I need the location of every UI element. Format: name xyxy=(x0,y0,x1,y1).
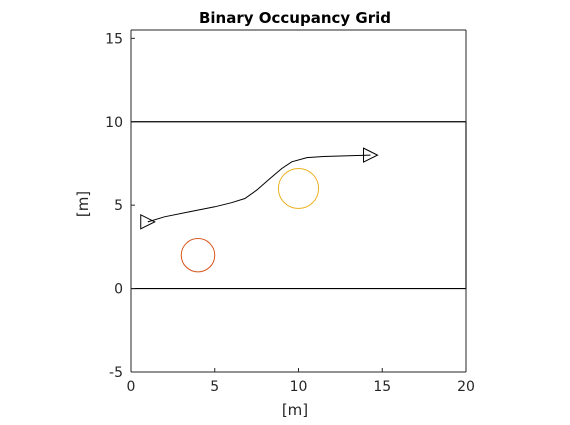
trajectory-line xyxy=(147,154,371,223)
plot-area xyxy=(131,121,467,290)
y-tick-label: 10 xyxy=(105,115,123,131)
y-tick-label: 15 xyxy=(105,31,123,47)
x-tick-label: 15 xyxy=(373,379,391,395)
y-tick-label: 0 xyxy=(114,282,123,298)
chart-title: Binary Occupancy Grid xyxy=(199,9,391,27)
obstacle-circle-2 xyxy=(277,167,320,210)
y-axis-label: [m] xyxy=(74,191,92,217)
obstacle-circle-1 xyxy=(180,238,216,273)
x-tick-label: 10 xyxy=(290,379,308,395)
x-axis-label: [m] xyxy=(282,401,308,419)
x-tick-label: 5 xyxy=(210,379,219,395)
end-marker xyxy=(363,147,379,163)
x-tick-label: 0 xyxy=(127,379,136,395)
y-tick-label: -5 xyxy=(109,365,123,381)
y-tick-label: 5 xyxy=(114,198,123,214)
x-tick-label: 20 xyxy=(457,379,475,395)
start-marker xyxy=(140,214,156,230)
